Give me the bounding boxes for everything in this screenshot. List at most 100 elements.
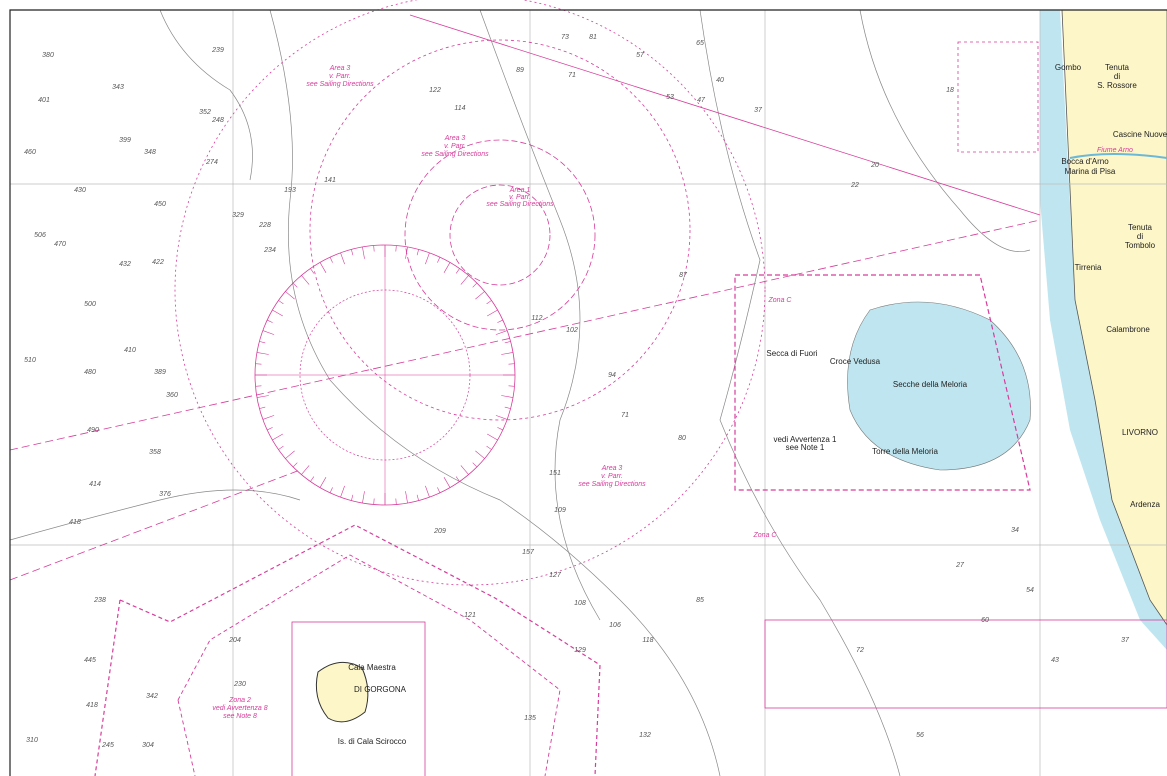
compass-tick	[460, 465, 469, 475]
compass-tick	[405, 491, 408, 504]
sounding: 132	[639, 732, 651, 739]
sounding: 53	[666, 94, 674, 101]
compass-tick	[472, 462, 478, 468]
anchorage-limit	[309, 39, 691, 421]
sounding: 43	[1051, 657, 1059, 664]
place-label: di	[1137, 232, 1143, 241]
sounding: 239	[211, 47, 224, 54]
frame	[9, 9, 1167, 776]
compass-tick	[455, 476, 460, 482]
place-label: Cala Maestra	[348, 663, 396, 672]
sounding: 480	[84, 369, 96, 376]
depth-contour	[699, 9, 901, 776]
compass-tick	[340, 252, 345, 265]
place-label: vedi Avvertenza 8	[212, 705, 267, 712]
sounding: 34	[1011, 527, 1019, 534]
sounding: 71	[568, 72, 576, 79]
meloria-zone	[734, 274, 1031, 491]
compass-tick	[495, 330, 508, 335]
sounding: 376	[159, 491, 171, 498]
depth-contour	[859, 9, 1031, 252]
sounding: 510	[24, 357, 36, 364]
compass-tick	[416, 249, 419, 256]
place-label: see Note 8	[223, 713, 257, 720]
sounding: 248	[211, 117, 224, 124]
compass-tick	[262, 330, 275, 335]
place-label: Is. di Cala Scirocco	[338, 737, 407, 746]
limit-line	[9, 469, 301, 581]
sounding: 54	[1026, 587, 1034, 594]
sounding: 274	[205, 159, 218, 166]
depth-contour	[269, 9, 721, 776]
sounding: 360	[166, 392, 178, 399]
sounding: 151	[549, 470, 561, 477]
compass-tick	[255, 385, 262, 387]
sounding: 399	[119, 137, 131, 144]
compass-tick	[373, 245, 375, 252]
compass-tick	[475, 450, 485, 459]
sounding: 94	[608, 372, 616, 379]
shallow-water	[1040, 10, 1167, 650]
anchorage-limit	[404, 139, 596, 331]
place-label: Tirrenia	[1075, 263, 1102, 272]
sounding: 109	[554, 507, 566, 514]
sounding: 342	[146, 693, 158, 700]
zone-2-limit	[94, 524, 601, 776]
compass-tick	[272, 309, 283, 317]
compass-tick	[292, 462, 298, 468]
place-label: Calambrone	[1106, 325, 1150, 334]
compass-tick	[259, 341, 266, 344]
compass-tick	[495, 415, 508, 420]
land	[1061, 9, 1167, 626]
sounding: 73	[561, 34, 569, 41]
compass-tick	[501, 352, 514, 355]
sounding: 71	[621, 412, 629, 419]
sounding: 352	[199, 109, 211, 116]
place-label: Zona C	[753, 532, 778, 539]
sounding: 118	[642, 637, 653, 644]
place-label: Tombolo	[1125, 241, 1156, 250]
place-label: see Sailing Directions	[306, 81, 374, 88]
sounding: 56	[916, 732, 924, 739]
depth-contour	[9, 489, 301, 541]
dashed-zone	[957, 41, 1039, 153]
compass-tick	[508, 363, 515, 365]
sounding: 460	[24, 149, 36, 156]
compass-tick	[486, 445, 492, 450]
place-label: vedi Avvertenza 1	[773, 435, 837, 444]
sounding: 348	[144, 149, 156, 156]
sounding: 72	[856, 647, 864, 654]
zone-2-inner	[177, 554, 561, 776]
sounding: 87	[679, 272, 688, 279]
compass-tick	[395, 498, 397, 505]
compass-tick	[256, 352, 269, 355]
sounding: 129	[574, 647, 586, 654]
place-label: v. Parr.	[509, 194, 531, 201]
compass-tick	[278, 300, 284, 305]
compass-tick	[351, 494, 354, 501]
compass-tick	[504, 341, 511, 344]
compass-tick	[259, 406, 266, 409]
compass-tick	[362, 246, 365, 259]
compass-tick	[301, 275, 310, 285]
compass-tick	[416, 494, 419, 501]
place-label: S. Rossore	[1097, 81, 1137, 90]
compass-tick	[329, 487, 333, 493]
sounding: 122	[429, 87, 441, 94]
gorgona-zone	[291, 621, 426, 776]
sounding: 490	[87, 427, 99, 434]
compass-tick	[267, 319, 273, 323]
compass-tick	[487, 433, 498, 441]
sounding: 445	[84, 657, 96, 664]
place-label: Area 1	[509, 187, 531, 194]
sounding: 418	[86, 702, 98, 709]
place-label: Area 3	[444, 135, 466, 142]
compass-tick	[267, 427, 273, 431]
compass-tick	[425, 485, 430, 498]
sounding: 414	[89, 481, 101, 488]
compass-tick	[504, 406, 511, 409]
sounding: 358	[149, 449, 161, 456]
sounding: 228	[258, 222, 271, 229]
place-label: di	[1114, 72, 1120, 81]
sounding: 141	[324, 177, 336, 184]
